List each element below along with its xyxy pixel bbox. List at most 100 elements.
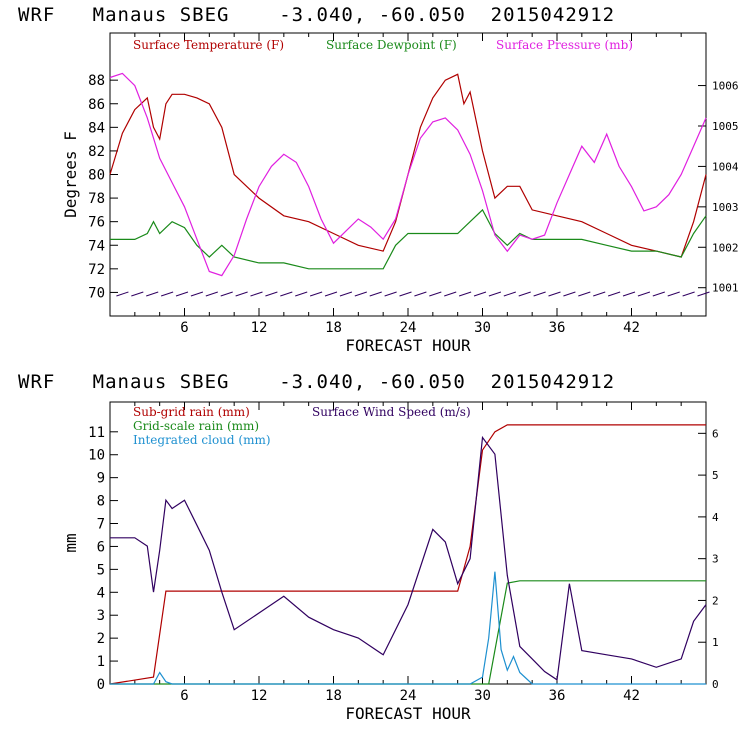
chart1-series-line-2 (110, 208, 707, 270)
chart1-wind-barb (146, 291, 159, 297)
chart1-y-tick-label: 76 (88, 215, 105, 231)
chart1-legend-entry: Surface Pressure (mb) (496, 38, 633, 52)
chart1-wind-barb (503, 291, 516, 297)
chart1-wind-barb (444, 291, 457, 297)
chart1-wind-barb (280, 291, 293, 297)
chart1-wind-barb (175, 291, 189, 297)
chart1-wind-barb (429, 291, 442, 297)
chart1-legend-entry: Surface Dewpoint (F) (326, 38, 457, 52)
chart2-y-tick-label: 3 (97, 608, 105, 624)
chart1-y2-tick-label: 1003 (712, 201, 739, 214)
chart2-series-line-2 (110, 580, 706, 685)
chart1-x-tick-label: 42 (623, 320, 640, 336)
chart2-series-line-1 (109, 424, 706, 685)
chart1-wind-barb (339, 291, 353, 297)
chart1-y2-tick-label: 1006 (712, 80, 739, 93)
chart1-wind-barb (593, 291, 606, 297)
chart1-x-tick-label: 6 (180, 320, 188, 336)
chart2-y2-tick-label: 5 (712, 469, 719, 482)
chart1-y2-tick-label: 1005 (712, 120, 739, 133)
chart2-y-tick-label: 6 (97, 539, 105, 555)
chart1-wind-barb (458, 291, 472, 297)
chart2-y-tick-label: 2 (97, 631, 105, 647)
chart2-y2-tick-label: 1 (712, 636, 719, 649)
chart2-legend-entry: Grid-scale rain (mm) (133, 419, 259, 433)
chart1-y-tick-label: 72 (88, 262, 105, 278)
panel1-title: WRF Manaus SBEG -3.040, -60.050 20150429… (18, 4, 616, 26)
chart2-y-tick-label: 0 (97, 677, 105, 693)
chart1-wind-barb (607, 291, 621, 297)
chart1-y2-tick-label: 1004 (712, 160, 739, 173)
chart1-wind-barb (324, 291, 338, 297)
chart1-wind-barb (473, 291, 487, 297)
chart1-y-tick-label: 70 (88, 285, 105, 301)
chart2-y-axis-label: mm (61, 533, 80, 552)
chart1-x-axis-label: FORECAST HOUR (345, 336, 471, 355)
chart2-y-tick-label: 11 (88, 425, 105, 441)
chart1-wind-barb (190, 291, 204, 297)
chart1-y-axis-label: Degrees F (61, 131, 80, 218)
chart1-x-tick-label: 24 (400, 320, 417, 336)
chart1-y-tick-label: 86 (88, 97, 105, 113)
chart1-x-tick-label: 18 (325, 320, 342, 336)
chart1-wind-barb (131, 291, 144, 297)
chart1-wind-barb (309, 291, 323, 297)
chart1-wind-barb (160, 291, 174, 297)
chart2-x-tick-label: 30 (474, 688, 491, 704)
chart2-y2-tick-label: 2 (712, 594, 719, 607)
chart1-wind-barb (622, 291, 636, 297)
chart1-series-line-3 (109, 72, 707, 277)
chart1-wind-barb (533, 291, 546, 297)
chart1-y-tick-label: 80 (88, 168, 105, 184)
chart1-wind-barb (414, 291, 427, 297)
chart1-y-tick-label: 82 (88, 144, 105, 160)
chart2-y2-tick-label: 4 (712, 511, 719, 524)
chart2-y-tick-label: 9 (97, 471, 105, 487)
chart1-wind-barb (518, 291, 531, 297)
chart1-wind-barb (697, 291, 710, 297)
chart2-x-tick-label: 24 (400, 688, 417, 704)
chart2-y2-tick-label: 0 (712, 678, 719, 691)
chart1-y-tick-label: 78 (88, 191, 105, 207)
chart2-legend-entry: Integrated cloud (mm) (133, 433, 271, 447)
chart2-legend-entry: Surface Wind Speed (m/s) (312, 405, 471, 419)
chart1-y2-tick-label: 1002 (712, 241, 739, 254)
chart2-x-axis-label: FORECAST HOUR (345, 704, 471, 723)
chart2-x-tick-label: 36 (549, 688, 566, 704)
chart1-wind-barb (116, 291, 129, 297)
chart2-legend-entry: Sub-grid rain (mm) (133, 405, 250, 419)
chart2-x-tick-label: 6 (180, 688, 188, 704)
chart2-y-tick-label: 10 (88, 448, 105, 464)
chart2-series-line-3 (110, 571, 706, 685)
chart1-x-tick-label: 12 (251, 320, 268, 336)
chart1-wind-barb (652, 291, 665, 297)
chart1-wind-barb (399, 291, 412, 297)
chart2-x-tick-label: 12 (251, 688, 268, 704)
chart2-y2-tick-label: 3 (712, 553, 719, 566)
chart1-wind-barb (578, 291, 591, 297)
chart1-wind-barb (563, 291, 576, 297)
chart1-wind-barb (295, 291, 308, 297)
chart1-legend-entry: Surface Temperature (F) (133, 38, 284, 52)
chart2-series-line-4 (110, 435, 707, 681)
chart1-wind-barb (205, 291, 218, 297)
chart1-wind-barb (250, 291, 263, 297)
chart1-wind-barb (667, 291, 680, 297)
chart1-y-tick-label: 84 (88, 120, 105, 136)
chart2-y-tick-label: 8 (97, 494, 105, 510)
chart1-wind-barb (369, 291, 382, 297)
chart2-y-tick-label: 7 (97, 517, 105, 533)
chart1-wind-barb (488, 291, 502, 297)
chart1-y2-tick-label: 1001 (712, 282, 739, 295)
chart2-y-tick-label: 4 (97, 585, 105, 601)
chart1-y-tick-label: 74 (88, 238, 105, 254)
chart1-wind-barb (220, 291, 233, 297)
panel2-title: WRF Manaus SBEG -3.040, -60.050 20150429… (18, 371, 616, 393)
chart1-wind-barb (548, 291, 561, 297)
chart1-series-line-1 (109, 73, 707, 258)
chart1-wind-barb (682, 291, 695, 297)
chart2-x-tick-label: 42 (623, 688, 640, 704)
chart1-x-tick-label: 30 (474, 320, 491, 336)
chart1-x-tick-label: 36 (549, 320, 566, 336)
